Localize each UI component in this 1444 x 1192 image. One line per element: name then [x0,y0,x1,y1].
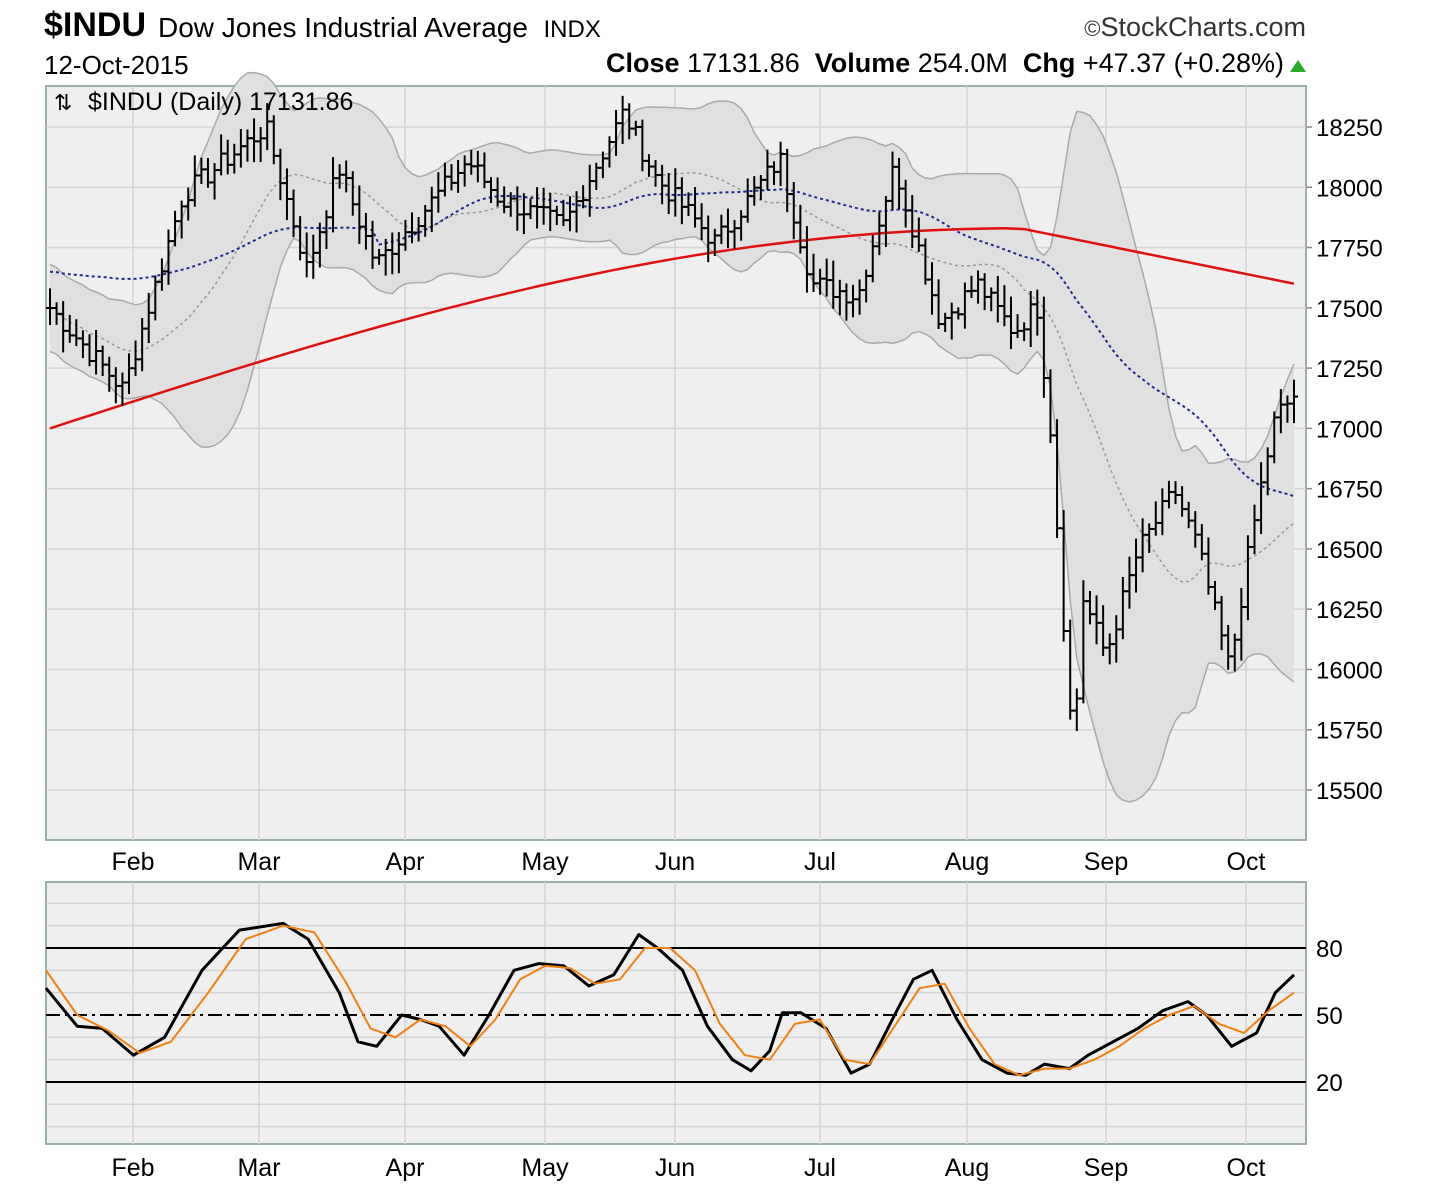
quote-summary: Close 17131.86 Volume 254.0M Chg +47.37 … [606,48,1284,79]
close-value: 17131.86 [687,48,800,78]
price-xtick-label: May [521,848,569,876]
stoch-xtick-label: Jun [655,1154,695,1182]
exchange-code: INDX [543,16,601,43]
price-ytick-label: 17500 [1316,296,1383,323]
price-xtick-label: Sep [1084,848,1128,876]
ticker-symbol: $INDU [44,6,147,44]
change-value: +47.37 (+0.28%) [1082,48,1284,78]
brand-logo[interactable]: ©StockCharts.com [1084,12,1306,43]
stoch-xtick-label: Aug [945,1154,989,1182]
bollinger-upper [49,71,1295,464]
price-ytick-label: 17000 [1316,416,1383,443]
stoch-k-line [44,921,1296,1077]
brand-name: StockCharts.com [1100,12,1306,42]
stoch-ytick-label: 20 [1316,1070,1343,1097]
price-xtick-label: Oct [1227,848,1266,876]
stoch-xtick-label: Sep [1084,1154,1128,1182]
copyright-icon: © [1084,16,1101,41]
price-xtick-label: Aug [945,848,989,876]
ohlc-bar [1290,379,1298,424]
volume-value: 254.0M [917,48,1008,78]
stoch-xtick-label: Oct [1227,1154,1266,1182]
price-ytick-label: 16250 [1316,597,1383,624]
close-label: Close [606,48,680,78]
instrument-name: Dow Jones Industrial Average [158,12,528,43]
price-ytick-label: 16500 [1316,537,1383,564]
up-arrow-icon [1290,60,1306,72]
price-ytick-label: 18250 [1316,115,1383,142]
quote-date: 12-Oct-2015 [44,50,189,80]
price-ytick-label: 15500 [1316,778,1383,805]
stoch-d-line [45,924,1295,1077]
price-ytick-label: 18000 [1316,175,1383,202]
change-label: Chg [1022,48,1076,78]
price-xtick-label: Jun [655,848,695,876]
ma50-line [49,188,1295,498]
instrument-title: Dow Jones Industrial Average INDX [158,12,601,44]
price-legend-text: $INDU (Daily) 17131.86 [88,88,353,116]
price-xtick-label: Mar [237,848,280,876]
price-xtick-label: Apr [386,848,425,876]
price-ytick-label: 16000 [1316,657,1383,684]
price-ytick-label: 17750 [1316,236,1383,263]
price-ytick-label: 17250 [1316,356,1383,383]
stoch-xtick-label: May [521,1154,569,1182]
stoch-xtick-label: Feb [111,1154,154,1182]
stoch-ytick-label: 80 [1316,936,1343,963]
price-ytick-label: 15750 [1316,718,1383,745]
stoch-xtick-label: Jul [804,1154,836,1182]
price-xtick-label: Jul [804,848,836,876]
price-xtick-label: Feb [111,848,154,876]
up-down-arrows-icon: ⇅ [54,90,72,115]
stoch-xtick-label: Mar [237,1154,280,1182]
stochastic-panel: 20 50 80 Feb Mar Apr May Jun Jul Aug Sep Oct [44,881,1343,1182]
price-panel: 15500 15750 16000 16250 16500 16750 17000 17250… [45,71,1383,876]
stoch-ytick-label: 50 [1316,1003,1343,1030]
volume-label: Volume [814,48,911,78]
bollinger-lower [49,235,1295,803]
ma200-line [49,227,1295,430]
price-ytick-label: 16750 [1316,477,1383,504]
bollinger-band-fill [50,72,1294,802]
chart-header: $INDU Dow Jones Industrial Average INDX … [0,0,1444,84]
stoch-xtick-label: Apr [386,1154,425,1182]
